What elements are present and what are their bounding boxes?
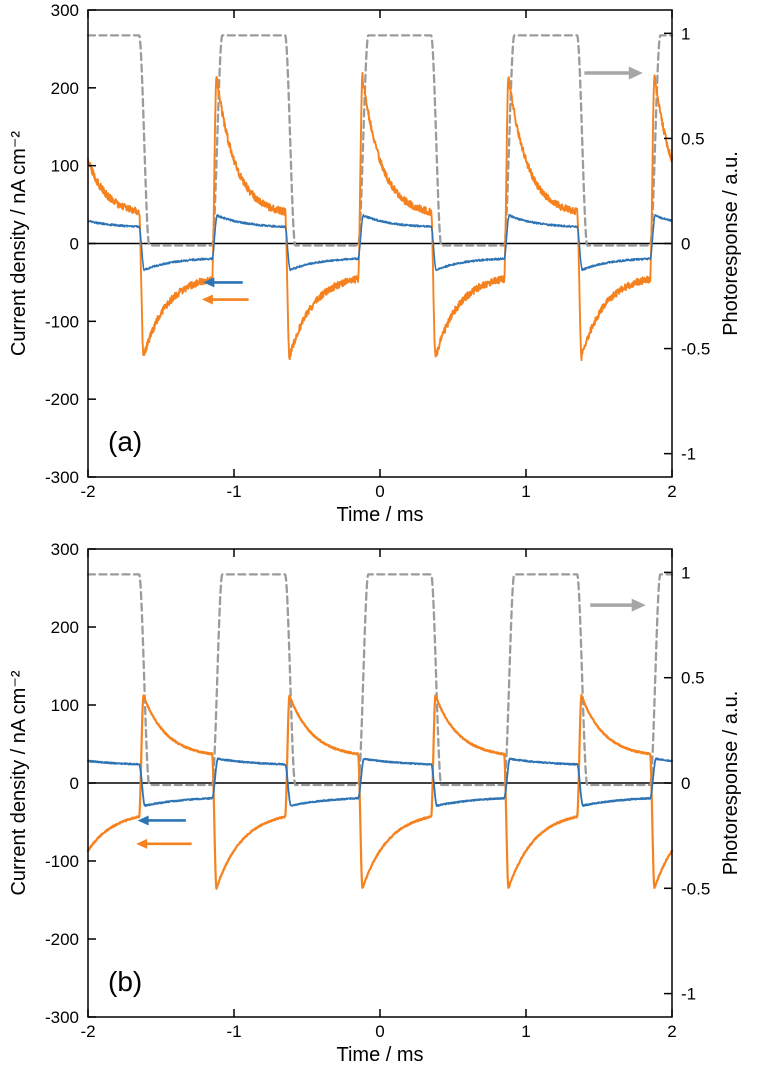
y-left-tick-label: 0 — [70, 235, 79, 254]
x-axis-title: Time / ms — [336, 504, 423, 526]
y-left-tick-label: -300 — [45, 1008, 79, 1027]
y-right-tick-label: 1 — [681, 24, 690, 43]
x-tick-label: 2 — [667, 482, 676, 501]
panel-b-chart: -2 -1 0 1 2 300 200 100 0 -100 -200 -300 1 0.5 0 -0.5 -1… — [0, 535, 759, 1071]
x-tick-label: 2 — [667, 1022, 676, 1041]
y-left-tick-label: 300 — [51, 540, 79, 559]
x-tick-label: 1 — [521, 1022, 530, 1041]
orange-photocurrent-curve — [88, 73, 672, 360]
y-right-tick-label: 0 — [681, 235, 690, 254]
y-right-tick-label: 0 — [681, 774, 690, 793]
photoresponse-square-wave-curve — [88, 574, 672, 785]
y-right-tick-label: -1 — [681, 445, 696, 464]
orange-left-arrow-head — [202, 295, 213, 305]
y-left-tick-label: -200 — [45, 390, 79, 409]
y-left-tick-label: -100 — [45, 852, 79, 871]
panel-label: (b) — [108, 966, 142, 997]
y-left-tick-label: 200 — [51, 618, 79, 637]
y-right-tick-label: 1 — [681, 563, 690, 582]
y-right-tick-label: -0.5 — [681, 340, 710, 359]
photoresponse-square-wave-curve — [88, 35, 672, 245]
orange-left-arrow-head — [136, 839, 147, 849]
x-tick-label: -2 — [80, 482, 95, 501]
x-axis-title: Time / ms — [336, 1044, 423, 1066]
y-left-tick-label: 300 — [51, 1, 79, 20]
panel-label: (a) — [108, 426, 142, 457]
x-tick-label: 0 — [375, 1022, 384, 1041]
y-right-tick-label: 0.5 — [681, 669, 705, 688]
x-tick-label: -1 — [226, 482, 241, 501]
y-right-tick-label: -1 — [681, 985, 696, 1004]
y-right-tick-label: 0.5 — [681, 129, 705, 148]
y-left-tick-label: -100 — [45, 312, 79, 331]
panel-a-chart: -2 -1 0 1 2 300 200 100 0 -100 -200 -300 1 0.5 0 -0.5 -1… — [0, 0, 759, 535]
y-left-tick-label: 100 — [51, 696, 79, 715]
y-axis-title-left: Current density / nA cm⁻² — [8, 670, 30, 895]
y-left-tick-label: -200 — [45, 930, 79, 949]
y-left-tick-label: 100 — [51, 157, 79, 176]
figure-two-panel-photocurrent-chart: -2 -1 0 1 2 300 200 100 0 -100 -200 -300 1 0.5 0 -0.5 -1… — [0, 0, 759, 1071]
x-tick-label: 1 — [521, 482, 530, 501]
y-right-tick-label: -0.5 — [681, 879, 710, 898]
y-axis-title-right: Photoresponse / a.u. — [720, 151, 742, 336]
x-tick-label: -2 — [80, 1022, 95, 1041]
x-tick-label: 0 — [375, 482, 384, 501]
y-left-tick-label: -300 — [45, 468, 79, 487]
gray-right-arrow-head — [632, 599, 646, 612]
y-left-tick-label: 200 — [51, 79, 79, 98]
y-left-tick-label: 0 — [70, 774, 79, 793]
x-tick-label: -1 — [226, 1022, 241, 1041]
gray-right-arrow-head — [629, 67, 643, 80]
y-axis-title-left: Current density / nA cm⁻² — [8, 131, 30, 356]
y-axis-title-right: Photoresponse / a.u. — [720, 691, 742, 876]
